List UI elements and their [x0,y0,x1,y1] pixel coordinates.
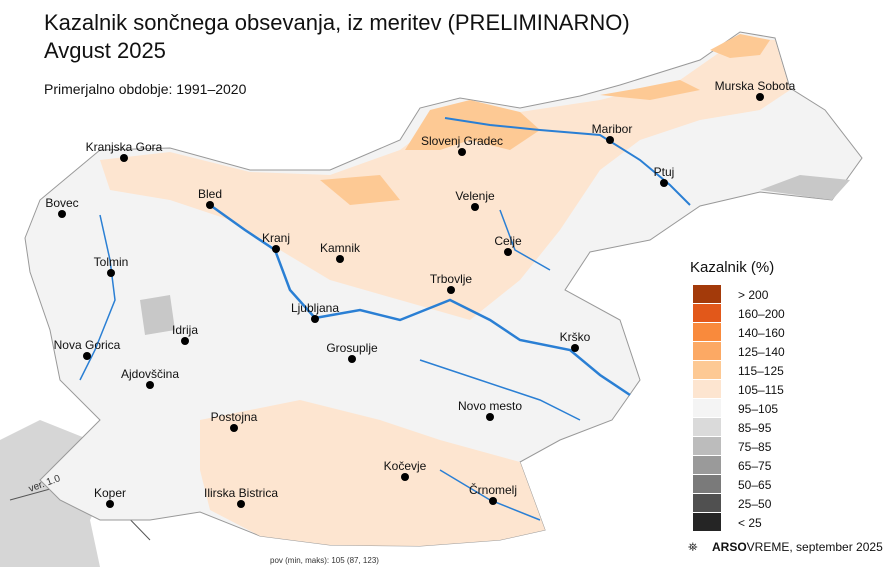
zone-85-95 [140,175,850,335]
city-label: Koper [94,486,126,500]
legend-swatch [693,361,721,379]
legend-label: < 25 [738,516,762,530]
city-dot [336,255,344,263]
legend-swatch [693,437,721,455]
credit: ⛯ ARSOVREME, september 2025 [688,540,883,554]
city-dot [237,500,245,508]
legend-label: 50–65 [738,478,772,492]
legend-swatch [693,399,721,417]
legend-label: 160–200 [738,307,785,321]
legend-swatch [693,380,721,398]
legend-label: 65–75 [738,459,772,473]
city-dot [107,269,115,277]
city-dot [489,497,497,505]
title: Kazalnik sončnega obsevanja, iz meritev … [44,10,630,35]
city-label: Nova Gorica [54,338,121,352]
legend-label: 85–95 [738,421,772,435]
city-label: Ljubljana [291,301,339,315]
city-dot [660,179,668,187]
city-dot [401,473,409,481]
city-dot [311,315,319,323]
legend-label: 125–140 [738,345,785,359]
river-krka [419,359,581,421]
city-dot [486,413,494,421]
city-dot [106,500,114,508]
city-label: Črnomelj [469,482,517,497]
legend-label: 25–50 [738,497,772,511]
city-dot [272,245,280,253]
legend-swatch [693,513,721,531]
city-label: Idrija [172,323,198,337]
city-label: Celje [494,234,522,248]
city-dot [146,381,154,389]
city-dot [756,93,764,101]
stats: pov (min, maks): 105 (87, 123) [270,556,379,565]
period: Avgust 2025 [44,38,166,63]
legend-label: > 200 [738,288,769,302]
legend-swatch [693,418,721,436]
city-dot [120,154,128,162]
credit-text: ARSOVREME, september 2025 [712,540,883,554]
city-label: Postojna [211,410,258,424]
city-label: Kamnik [320,241,361,255]
city-label: Tolmin [94,255,129,269]
legend-swatch [693,304,721,322]
legend-swatch [693,456,721,474]
city-dot [83,352,91,360]
city-label: Grosuplje [326,341,378,355]
city-label: Maribor [592,122,633,136]
legend-swatch [693,475,721,493]
river-drava [444,117,691,206]
legend-swatch [693,323,721,341]
city-label: Murska Sobota [715,79,796,93]
city-dot [606,136,614,144]
city-dot [58,210,66,218]
city-label: Krško [560,330,591,344]
city-dot [447,286,455,294]
city-label: Slovenj Gradec [421,134,503,148]
city-label: Bovec [45,196,78,210]
legend-label: 140–160 [738,326,785,340]
legend-swatch [693,342,721,360]
city-dot [504,248,512,256]
legend-title: Kazalnik (%) [690,259,774,276]
cities: Murska Sobota Slovenj Gradec Maribor Kranjs… [45,79,796,508]
city-label: Velenje [455,189,495,203]
city-label: Kočevje [384,459,427,473]
river-soca [79,214,116,381]
legend: > 200 160–200 140–160 125–140 115–125 105–115… [693,285,785,531]
zone-105-115 [100,38,790,320]
legend-label: 95–105 [738,402,778,416]
city-label: Trbovlje [430,272,473,286]
legend-label: 105–115 [738,383,784,397]
zone-115-125 [320,34,770,205]
credit-icon: ⛯ [688,540,698,554]
section: VREME [747,540,790,554]
city-label: Ptuj [654,165,675,179]
city-label: Ilirska Bistrica [204,486,278,500]
city-dot [348,355,356,363]
city-dot [458,148,466,156]
legend-swatch [693,494,721,512]
city-label: Bled [198,187,222,201]
city-dot [181,337,189,345]
legend-label: 115–125 [738,364,784,378]
city-dot [471,203,479,211]
city-label: Kranjska Gora [86,140,163,154]
zone-105-115 [200,400,545,546]
legend-label: 75–85 [738,440,772,454]
brand: ARSO [712,540,747,554]
city-dot [230,424,238,432]
city-label: Kranj [262,231,290,245]
date: , september 2025 [789,540,883,554]
subtitle: Primerjalno obdobje: 1991–2020 [44,81,247,97]
city-label: Novo mesto [458,399,522,413]
city-dot [571,344,579,352]
city-dot [206,201,214,209]
city-label: Ajdovščina [121,367,179,381]
river-savinja [499,209,551,271]
legend-swatch [693,285,721,303]
